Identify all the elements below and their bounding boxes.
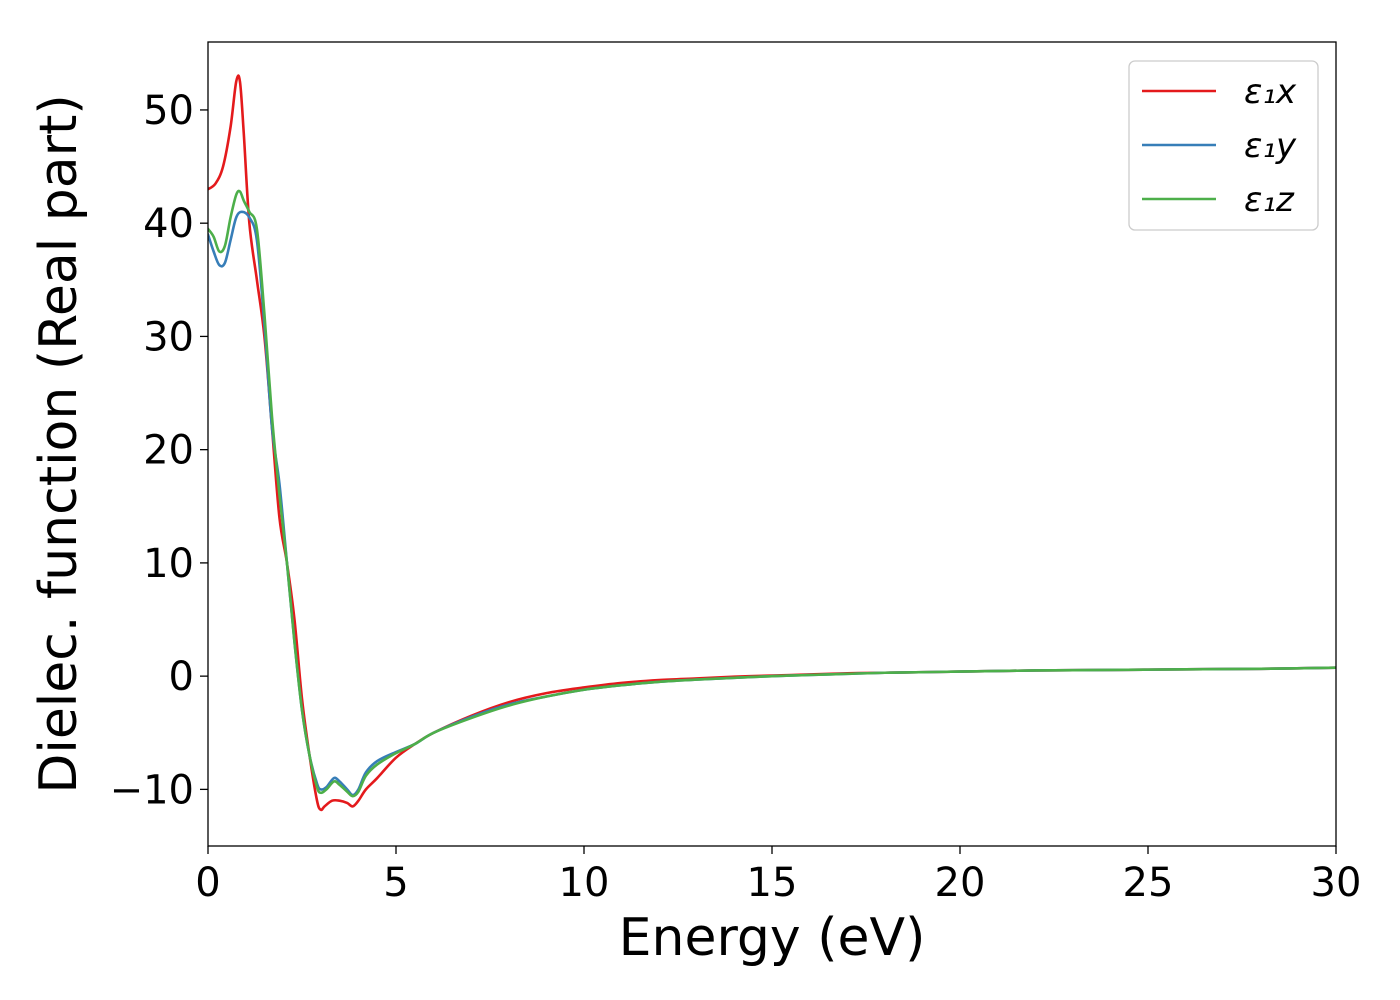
series-line-z: [208, 189, 1336, 798]
legend-items: ε₁x ε₁y ε₁z: [1142, 72, 1297, 220]
y-tick-label: 20: [143, 428, 194, 474]
x-tick-label: 0: [195, 860, 220, 906]
x-tick-label: 15: [747, 860, 798, 906]
x-tick-label: 5: [383, 860, 408, 906]
x-tick-label: 10: [559, 860, 610, 906]
x-tick-label: 25: [1123, 860, 1174, 906]
x-tick-label: 30: [1311, 860, 1362, 906]
y-tick-label: 30: [143, 314, 194, 360]
y-axis-ticks: −10 0 10 20 30 40 50: [110, 88, 208, 813]
y-tick-label: 50: [143, 88, 194, 134]
legend-label: ε₁y: [1244, 126, 1297, 166]
y-tick-label: 0: [169, 654, 194, 700]
legend-label: ε₁z: [1244, 180, 1295, 220]
y-axis-label: Dielec. function (Real part): [29, 94, 89, 793]
legend-box: [1128, 60, 1319, 231]
y-tick-label: 40: [143, 201, 194, 247]
series-line-y: [208, 210, 1336, 797]
x-axis-ticks: 0 5 10 15 20 25 30: [195, 846, 1361, 906]
legend: ε₁x ε₁y ε₁z: [1128, 60, 1319, 231]
y-tick-label: 10: [143, 541, 194, 587]
y-tick-label: −10: [110, 767, 194, 813]
x-tick-label: 20: [935, 860, 986, 906]
legend-label: ε₁x: [1244, 72, 1297, 112]
series-layer: [208, 74, 1336, 812]
x-axis-label: Energy (eV): [619, 908, 926, 968]
